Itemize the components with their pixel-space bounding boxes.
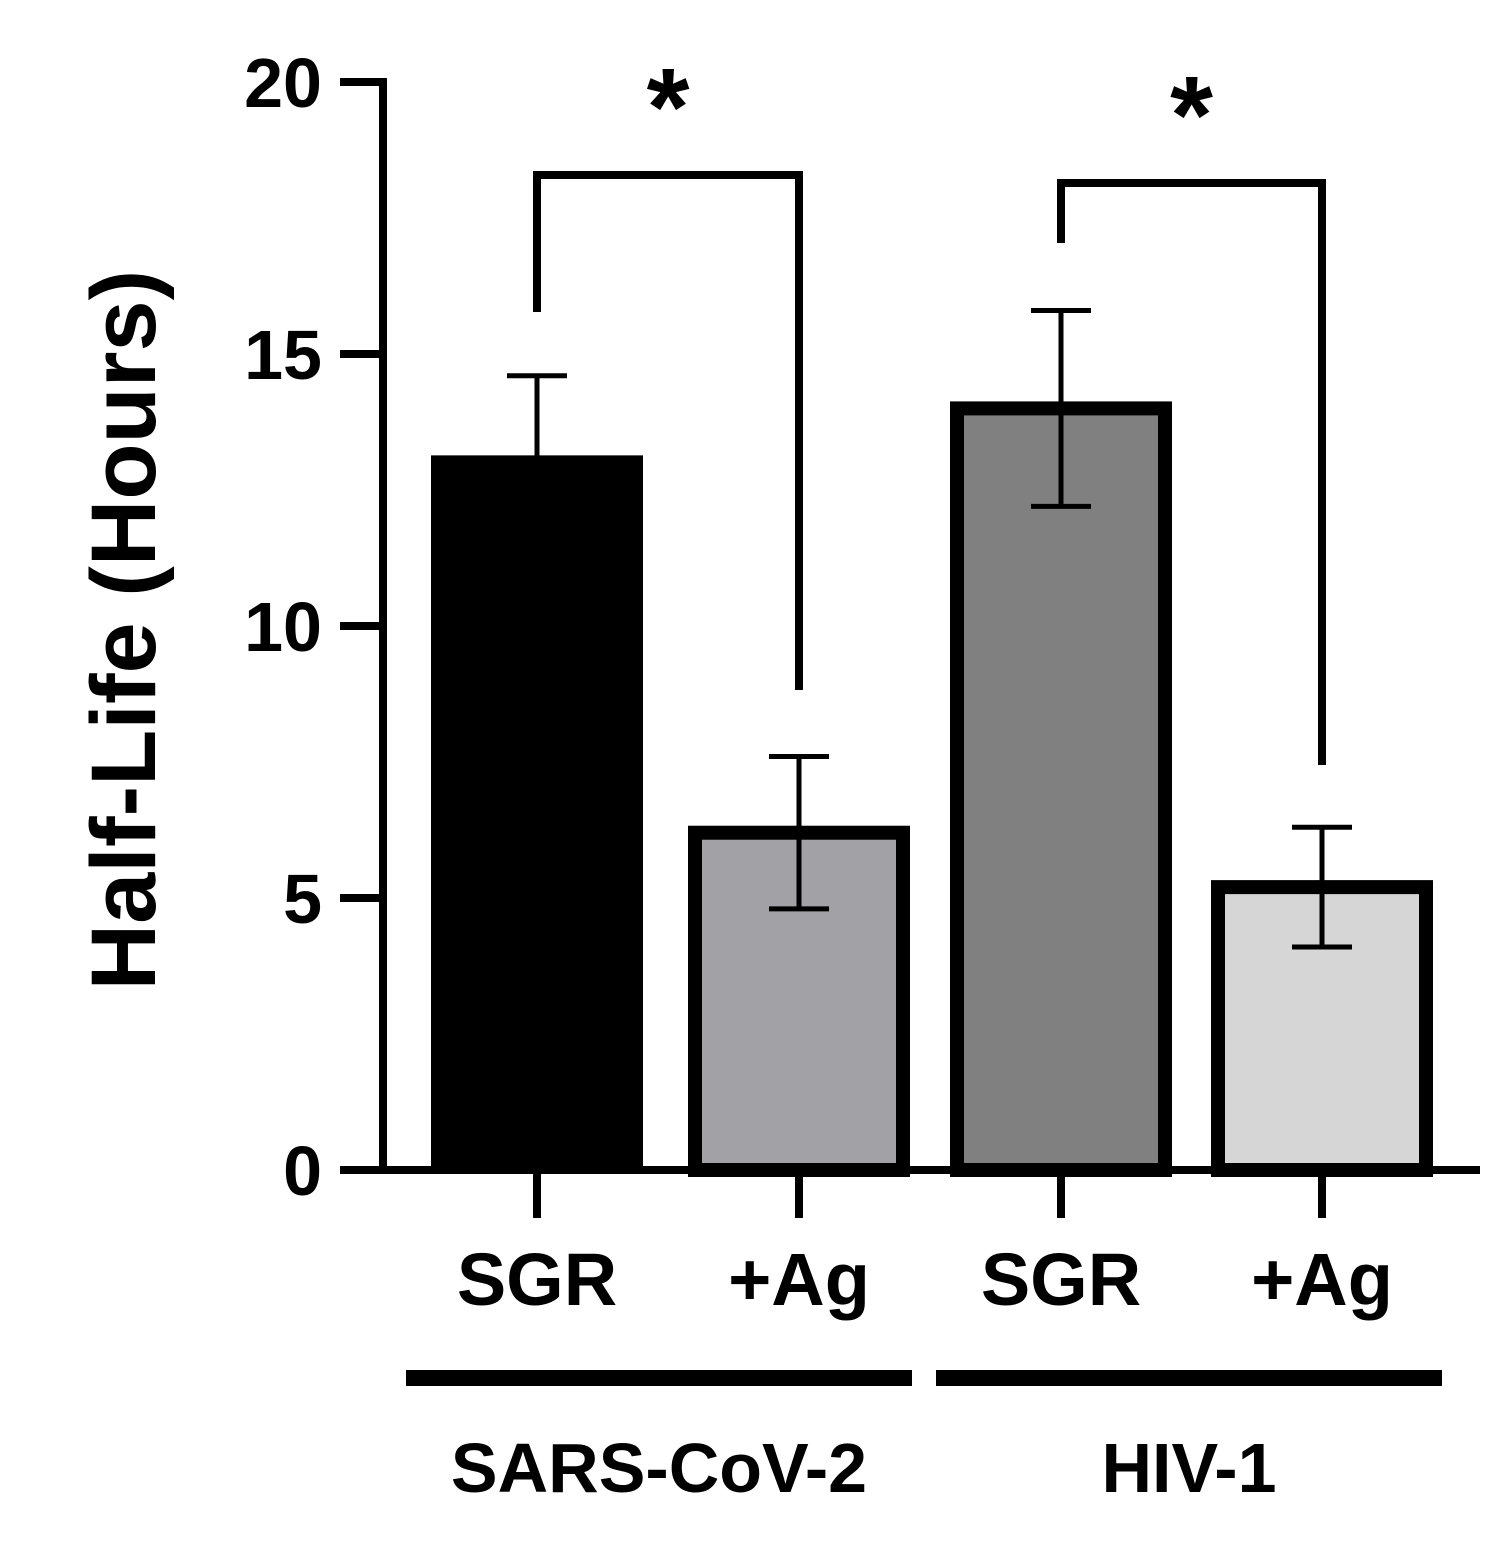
significance-marker: * [1170,54,1213,177]
y-tick-label: 15 [244,316,322,394]
bars-layer [431,307,1433,1177]
y-tick-label: 0 [283,1132,322,1210]
significance-bracket [1057,179,1326,765]
group-bar [406,1370,912,1386]
bar [431,455,643,1172]
y-tick-label: 20 [244,44,322,122]
significance-marker: * [647,46,690,169]
y-tick-label: 5 [283,860,322,938]
axes-layer: 0 5 10 15 20 SGR +Ag SGR +Ag SARS-CoV-2 HIV-1 * * [244,44,1480,1507]
x-tick-label: SGR [981,1238,1141,1321]
y-axis-label: Half-Life (Hours) [73,270,175,991]
x-tick-label: +Ag [728,1238,870,1321]
y-tick-label: 10 [244,588,322,666]
x-tick-label: +Ag [1251,1238,1393,1321]
group-bar [936,1370,1442,1386]
x-tick-label: SGR [457,1238,617,1321]
bar [950,401,1172,1177]
group-label: SARS-CoV-2 [451,1429,867,1507]
group-label: HIV-1 [1101,1429,1276,1507]
significance-bracket [533,171,803,690]
